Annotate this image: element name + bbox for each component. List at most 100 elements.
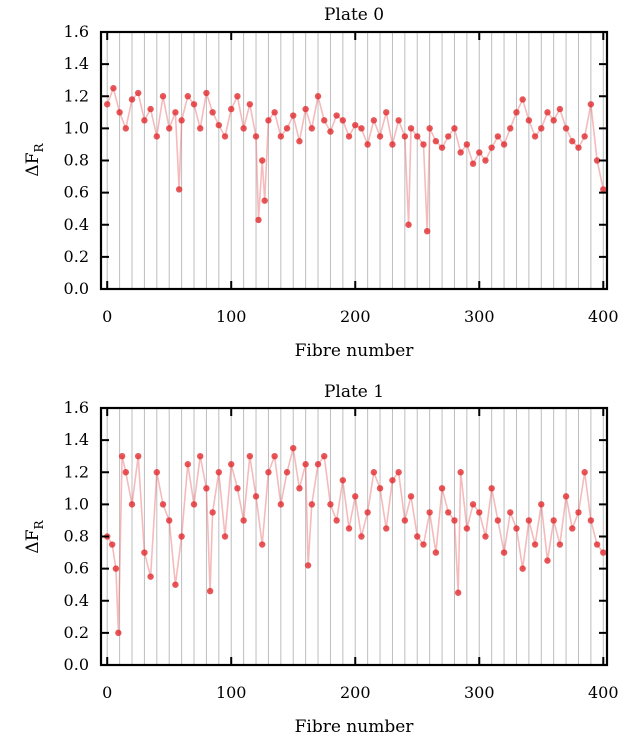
data-point <box>600 186 607 193</box>
data-point <box>593 157 601 164</box>
data-point <box>112 565 120 572</box>
data-point <box>414 533 421 540</box>
data-point <box>513 525 520 532</box>
data-point <box>246 101 254 108</box>
data-point <box>600 549 607 556</box>
data-point <box>240 517 247 524</box>
data-point <box>500 141 508 148</box>
data-point <box>556 105 564 113</box>
data-point <box>358 533 365 540</box>
data-point <box>108 541 116 548</box>
y-tick-label: 0.4 <box>64 591 89 610</box>
x-tick-label: 0 <box>102 307 112 326</box>
data-point <box>494 133 502 140</box>
data-point <box>259 541 266 548</box>
panel-plate-0: 0.0 0.2 0.4 0.6 0.8 1.0 1.2 1.4 1.6 0 100 200 300 400… <box>23 5 619 361</box>
data-point <box>383 525 390 532</box>
data-point <box>172 109 179 116</box>
y-tick-label: 0.6 <box>64 559 89 578</box>
data-point <box>581 469 588 476</box>
data-point <box>141 117 148 124</box>
data-point <box>395 117 402 124</box>
data-point <box>302 105 309 113</box>
data-point <box>482 157 489 164</box>
data-point <box>308 501 316 508</box>
data-point <box>562 125 570 132</box>
y-tick-label: 0.8 <box>64 527 89 546</box>
data-point <box>538 501 545 508</box>
x-tick-label: 400 <box>588 683 619 702</box>
chart-title: Plate 1 <box>324 382 384 402</box>
series-points <box>104 444 607 637</box>
data-point <box>550 517 557 524</box>
y-tick-label: 0.0 <box>64 279 89 298</box>
data-point <box>457 469 464 476</box>
x-tick-label: 400 <box>588 307 619 326</box>
data-point <box>389 477 396 484</box>
data-point <box>115 629 122 637</box>
x-tick-label: 100 <box>216 307 247 326</box>
data-point <box>116 109 123 116</box>
y-tick-label: 1.6 <box>64 398 89 417</box>
data-point <box>277 133 285 140</box>
data-point <box>358 125 365 132</box>
data-point <box>352 121 359 129</box>
data-point <box>339 477 347 484</box>
data-point <box>296 138 303 145</box>
data-point <box>314 93 322 100</box>
data-point <box>159 93 167 100</box>
data-point <box>321 117 328 124</box>
data-point <box>166 125 173 132</box>
data-point <box>302 461 309 468</box>
y-tick-label: 1.2 <box>64 462 89 481</box>
data-point <box>184 461 192 468</box>
data-point <box>370 469 378 476</box>
x-axis-label: Fibre number <box>295 717 415 737</box>
data-point <box>203 485 210 492</box>
data-point <box>234 485 241 492</box>
data-point <box>271 109 278 116</box>
data-point <box>488 485 495 492</box>
data-point <box>405 221 412 228</box>
data-point <box>265 469 272 476</box>
data-point <box>569 525 576 532</box>
data-point <box>271 452 278 460</box>
data-point <box>209 509 216 516</box>
data-point <box>376 133 384 140</box>
data-point <box>252 493 260 500</box>
data-point <box>445 509 452 516</box>
data-point <box>364 509 371 516</box>
data-point <box>401 133 409 140</box>
data-point <box>556 541 564 548</box>
data-point <box>221 533 229 540</box>
data-point <box>246 452 254 460</box>
data-point <box>531 133 539 140</box>
series-points <box>104 85 607 235</box>
data-point <box>469 160 477 167</box>
y-tick-label: 1.0 <box>64 118 89 137</box>
data-point <box>587 517 595 524</box>
data-point <box>166 517 173 524</box>
data-point <box>544 557 551 564</box>
data-point <box>135 89 142 97</box>
data-point <box>159 501 167 508</box>
data-point <box>432 549 440 556</box>
data-point <box>265 117 272 124</box>
data-point <box>128 96 136 103</box>
data-point <box>178 117 185 124</box>
data-point <box>110 85 117 92</box>
data-point <box>175 186 183 193</box>
chart-title: Plate 0 <box>324 5 384 25</box>
data-point <box>525 117 533 124</box>
data-point <box>401 517 409 524</box>
data-point <box>531 541 539 548</box>
x-tick-label: 200 <box>340 307 371 326</box>
data-point <box>197 125 204 132</box>
data-point <box>438 144 446 151</box>
data-point <box>423 227 431 235</box>
data-point <box>482 533 489 540</box>
data-point <box>228 461 235 468</box>
data-point <box>333 112 340 119</box>
data-point <box>426 509 433 516</box>
data-point <box>321 452 328 460</box>
